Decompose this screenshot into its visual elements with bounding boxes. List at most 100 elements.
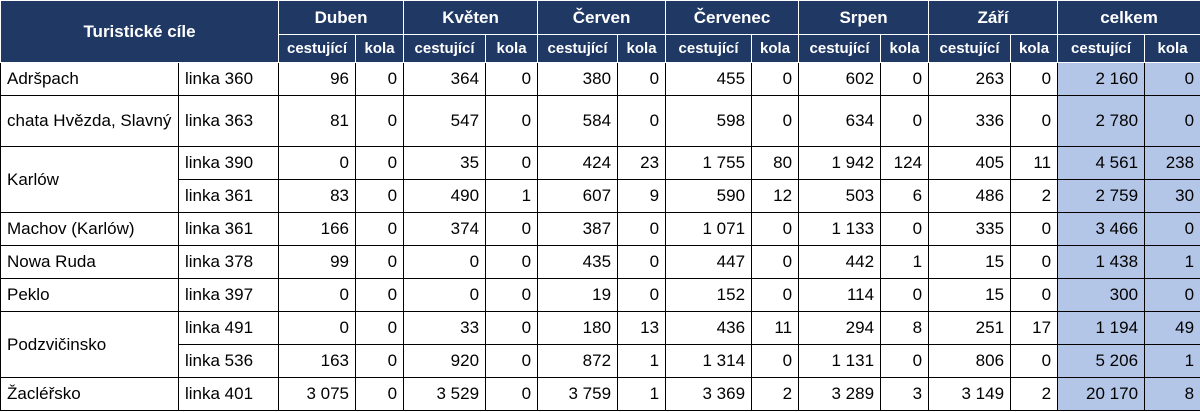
- value-cell: 1 438: [1057, 245, 1146, 279]
- value-cell: 607: [537, 179, 619, 213]
- value-cell: 0: [1010, 245, 1059, 279]
- table-row: linka 361 83 0 490 1 607 9 590 12 503 6 486 2 2 759 30: [1, 179, 1200, 213]
- value-cell: 1 131: [798, 344, 882, 378]
- value-cell: 23: [617, 146, 667, 180]
- value-cell: 598: [665, 95, 753, 147]
- value-cell: 447: [665, 245, 753, 279]
- sub-header: kola: [485, 34, 539, 63]
- value-cell: 0: [617, 278, 667, 312]
- value-cell: 1: [1144, 245, 1200, 279]
- value-cell: 602: [798, 62, 882, 96]
- value-cell: 0: [1010, 212, 1059, 246]
- value-cell: 300: [1057, 278, 1146, 312]
- value-cell: 0: [403, 278, 487, 312]
- value-cell: 0: [617, 95, 667, 147]
- table-row: Adršpach linka 360 96 0 364 0 380 0 455 0 602 0 263 0…: [0, 62, 1200, 96]
- value-cell: 0: [355, 344, 405, 378]
- value-cell: 380: [537, 62, 619, 96]
- group-header: Srpen: [798, 0, 930, 35]
- value-cell: 9: [617, 179, 667, 213]
- value-cell: 1 133: [798, 212, 882, 246]
- value-cell: 0: [485, 278, 539, 312]
- value-cell: 806: [928, 344, 1012, 378]
- value-cell: 0: [485, 344, 539, 378]
- table-row: Karlów linka 390 0 0 35 0 424 23 1 755 80 1 942 124…: [0, 146, 1200, 213]
- value-cell: 0: [355, 212, 405, 246]
- value-cell: 405: [928, 146, 1012, 180]
- sub-header: cestující: [798, 34, 882, 63]
- sub-header: cestující: [537, 34, 619, 63]
- value-cell: 19: [537, 278, 619, 312]
- value-cell: 387: [537, 212, 619, 246]
- value-cell: 5 206: [1057, 344, 1146, 378]
- value-cell: 163: [278, 344, 357, 378]
- value-cell: 6: [880, 179, 930, 213]
- value-cell: 336: [928, 95, 1012, 147]
- value-cell: 0: [617, 212, 667, 246]
- line-cell: linka 401: [177, 377, 280, 411]
- value-cell: 17: [1010, 311, 1059, 345]
- value-cell: 238: [1144, 146, 1200, 180]
- value-cell: 114: [798, 278, 882, 312]
- value-cell: 0: [355, 311, 405, 345]
- value-cell: 8: [880, 311, 930, 345]
- value-cell: 0: [880, 95, 930, 147]
- value-cell: 8: [1144, 377, 1200, 411]
- value-cell: 152: [665, 278, 753, 312]
- value-cell: 49: [1144, 311, 1200, 345]
- value-cell: 0: [355, 377, 405, 411]
- value-cell: 3 289: [798, 377, 882, 411]
- group-header: Květen: [403, 0, 539, 35]
- table-row: Podzvičinsko linka 491 0 0 33 0 180 13 436 11 294 8…: [0, 311, 1200, 378]
- value-cell: 0: [880, 212, 930, 246]
- value-cell: 11: [751, 311, 800, 345]
- value-cell: 0: [751, 344, 800, 378]
- value-cell: 0: [485, 245, 539, 279]
- value-cell: 1 942: [798, 146, 882, 180]
- value-cell: 0: [880, 62, 930, 96]
- line-cell: linka 361: [177, 212, 280, 246]
- value-cell: 3 075: [278, 377, 357, 411]
- value-cell: 0: [617, 62, 667, 96]
- value-cell: 96: [278, 62, 357, 96]
- group-header: Červen: [537, 0, 667, 35]
- value-cell: 3 369: [665, 377, 753, 411]
- group-header: celkem: [1057, 0, 1200, 35]
- value-cell: 0: [1010, 344, 1059, 378]
- sub-header: cestující: [1057, 34, 1146, 63]
- value-cell: 11: [1010, 146, 1059, 180]
- value-cell: 0: [1010, 95, 1059, 147]
- value-cell: 436: [665, 311, 753, 345]
- group-header: Září: [928, 0, 1059, 35]
- value-cell: 1 314: [665, 344, 753, 378]
- value-cell: 0: [485, 62, 539, 96]
- value-cell: 486: [928, 179, 1012, 213]
- sub-header: kola: [355, 34, 405, 63]
- value-cell: 920: [403, 344, 487, 378]
- value-cell: 1 194: [1057, 311, 1146, 345]
- sub-header: kola: [1144, 34, 1200, 63]
- place-cell: Nowa Ruda: [0, 245, 179, 279]
- value-cell: 547: [403, 95, 487, 147]
- value-cell: 0: [1010, 62, 1059, 96]
- value-cell: 1 071: [665, 212, 753, 246]
- value-cell: 0: [1144, 95, 1200, 147]
- value-cell: 0: [617, 245, 667, 279]
- value-cell: 83: [278, 179, 357, 213]
- header-title: Turistické cíle: [0, 0, 280, 63]
- value-cell: 0: [880, 278, 930, 312]
- value-cell: 442: [798, 245, 882, 279]
- place-cell: Peklo: [0, 278, 179, 312]
- line-cell: linka 536: [177, 344, 280, 378]
- value-cell: 99: [278, 245, 357, 279]
- value-cell: 0: [355, 146, 405, 180]
- line-cell: linka 397: [177, 278, 280, 312]
- value-cell: 12: [751, 179, 800, 213]
- line-cell: linka 363: [177, 95, 280, 147]
- value-cell: 0: [355, 95, 405, 147]
- value-cell: 2: [1010, 377, 1059, 411]
- value-cell: 374: [403, 212, 487, 246]
- value-cell: 2: [751, 377, 800, 411]
- sub-header: cestující: [403, 34, 487, 63]
